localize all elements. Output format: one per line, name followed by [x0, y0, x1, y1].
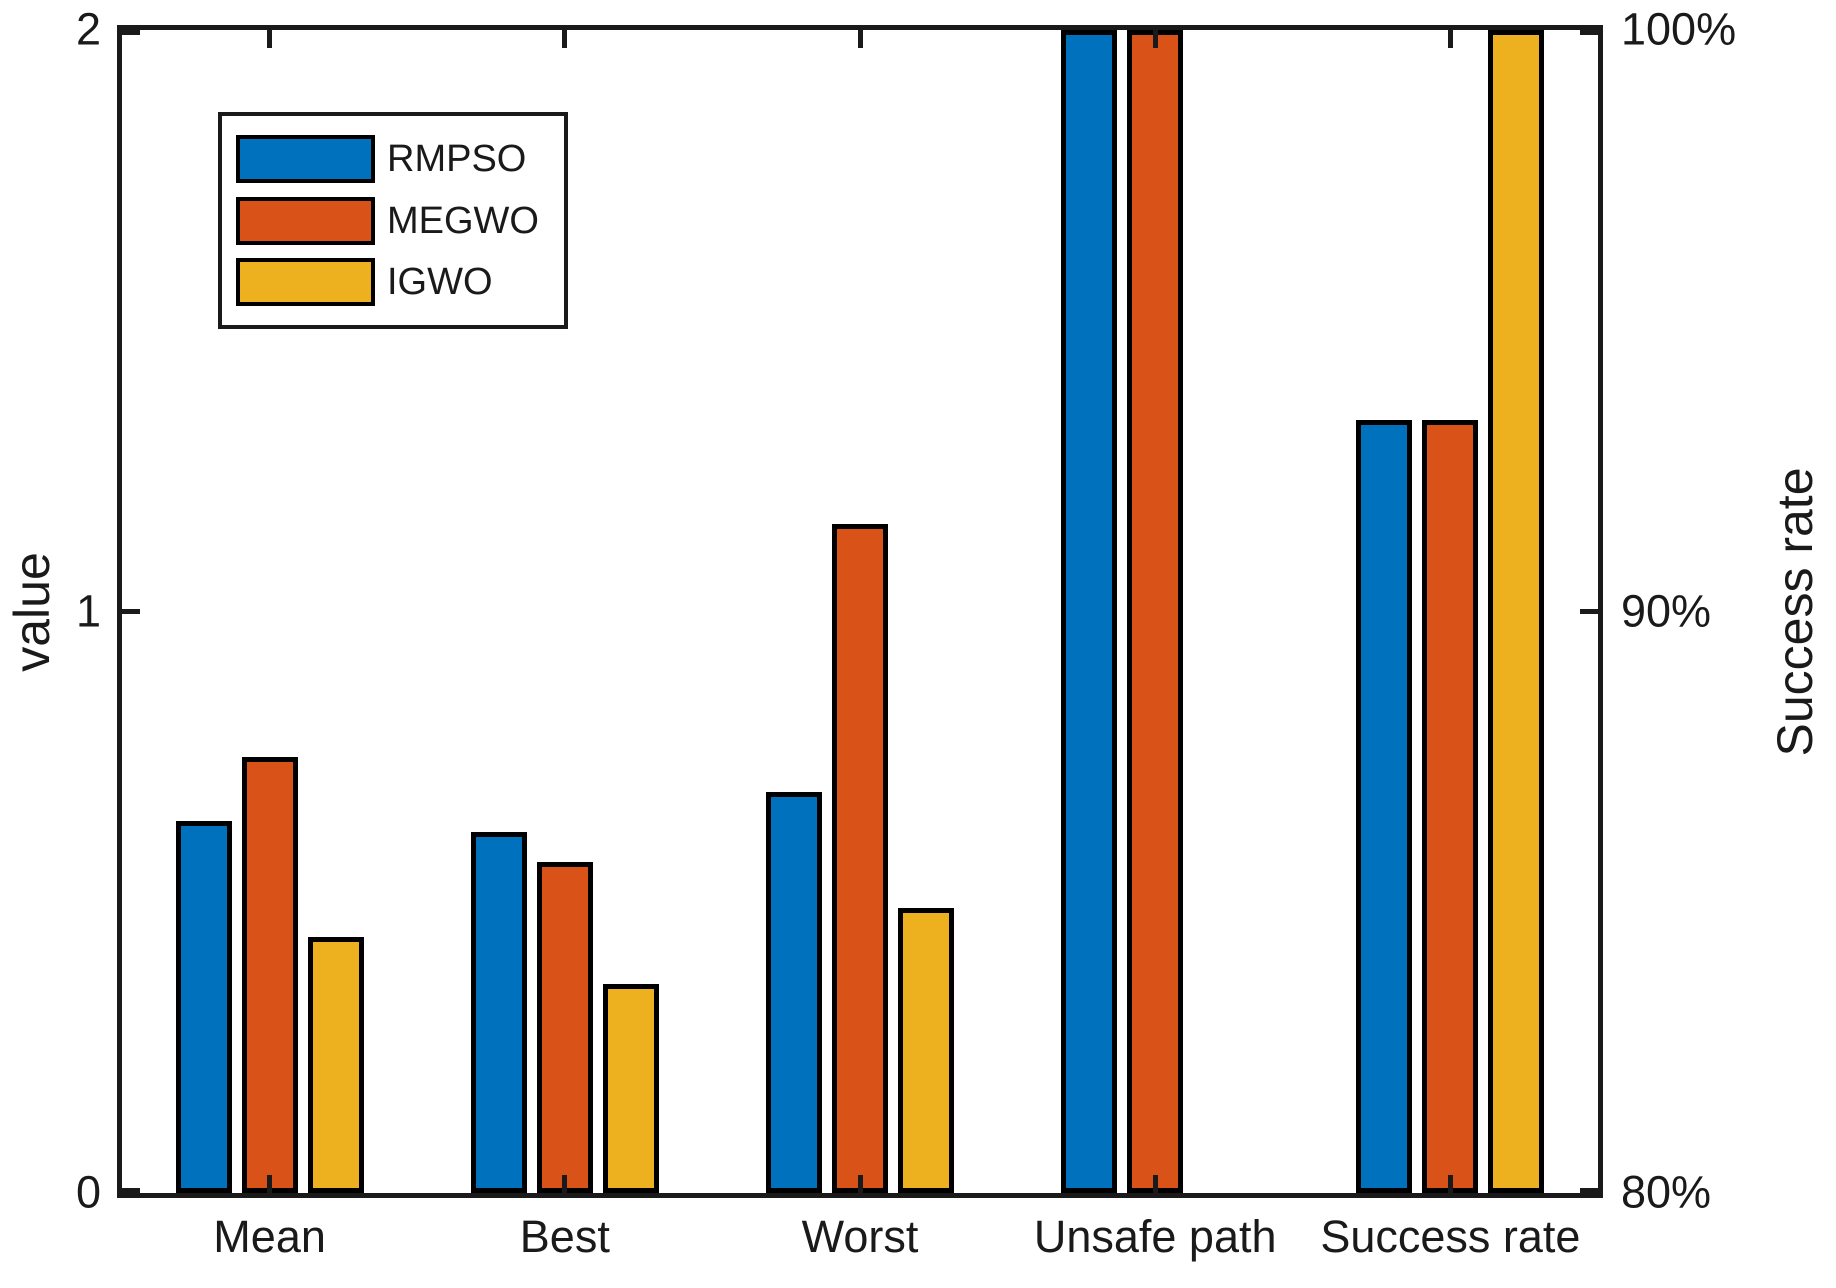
bar-rmpso-best	[471, 832, 527, 1193]
y-axis-right-tick	[1580, 1188, 1598, 1193]
legend-item-igwo: IGWO	[236, 257, 564, 306]
legend: RMPSO MEGWO IGWO	[218, 112, 568, 329]
y-axis-right-tick	[1580, 609, 1598, 614]
bar-megwo-success-rate	[1422, 420, 1478, 1193]
x-axis-tick	[858, 1175, 863, 1193]
legend-item-rmpso: RMPSO	[236, 135, 564, 184]
x-tick-label-mean: Mean	[213, 1211, 326, 1262]
legend-item-megwo: MEGWO	[236, 196, 564, 245]
x-axis-top-tick	[562, 30, 567, 48]
right-tick-label: 100%	[1621, 3, 1737, 55]
x-axis-tick	[1448, 1175, 1453, 1193]
bar-rmpso-unsafe-path	[1061, 30, 1117, 1193]
bar-rmpso-worst	[766, 792, 822, 1193]
bar-megwo-mean	[242, 757, 298, 1193]
legend-label: RMPSO	[387, 138, 527, 181]
left-tick-label: 2	[75, 3, 101, 55]
bar-rmpso-mean	[176, 821, 232, 1193]
bar-rmpso-success-rate	[1356, 420, 1412, 1193]
legend-label: IGWO	[387, 260, 493, 303]
legend-label: MEGWO	[387, 199, 539, 242]
legend-swatch-megwo	[236, 196, 375, 245]
x-tick-label-best: Best	[519, 1211, 610, 1262]
bar-igwo-success-rate	[1488, 30, 1544, 1193]
x-axis-tick	[1153, 1175, 1158, 1193]
bar-igwo-worst	[898, 908, 954, 1193]
x-tick-label-worst: Worst	[801, 1211, 919, 1262]
x-tick-label-unsafe-path: Unsafe path	[1033, 1211, 1277, 1262]
y-axis-right-tick	[1580, 30, 1598, 35]
bar-megwo-best	[537, 862, 593, 1193]
x-axis-top-tick	[267, 30, 272, 48]
right-tick-label: 80%	[1621, 1166, 1712, 1218]
plot-area	[117, 25, 1603, 1198]
y-axis-tick	[122, 1188, 140, 1193]
legend-swatch-igwo	[236, 257, 375, 306]
right-tick-label: 90%	[1621, 585, 1712, 637]
bar-megwo-worst	[832, 524, 888, 1193]
right-axis-title: Success rate	[1767, 467, 1823, 757]
left-tick-label: 1	[75, 585, 101, 637]
x-axis-tick	[562, 1175, 567, 1193]
x-axis-top-tick	[1153, 30, 1158, 48]
bar-igwo-best	[603, 984, 659, 1193]
x-axis-top-tick	[858, 30, 863, 48]
left-tick-label: 0	[75, 1166, 101, 1218]
bar-megwo-unsafe-path	[1127, 30, 1183, 1193]
legend-swatch-rmpso	[236, 135, 375, 184]
y-axis-tick	[122, 609, 140, 614]
x-axis-top-tick	[1448, 30, 1453, 48]
x-tick-label-success-rate: Success rate	[1320, 1211, 1581, 1262]
x-axis-tick	[267, 1175, 272, 1193]
y-axis-tick	[122, 30, 140, 35]
bar-igwo-mean	[308, 937, 364, 1193]
